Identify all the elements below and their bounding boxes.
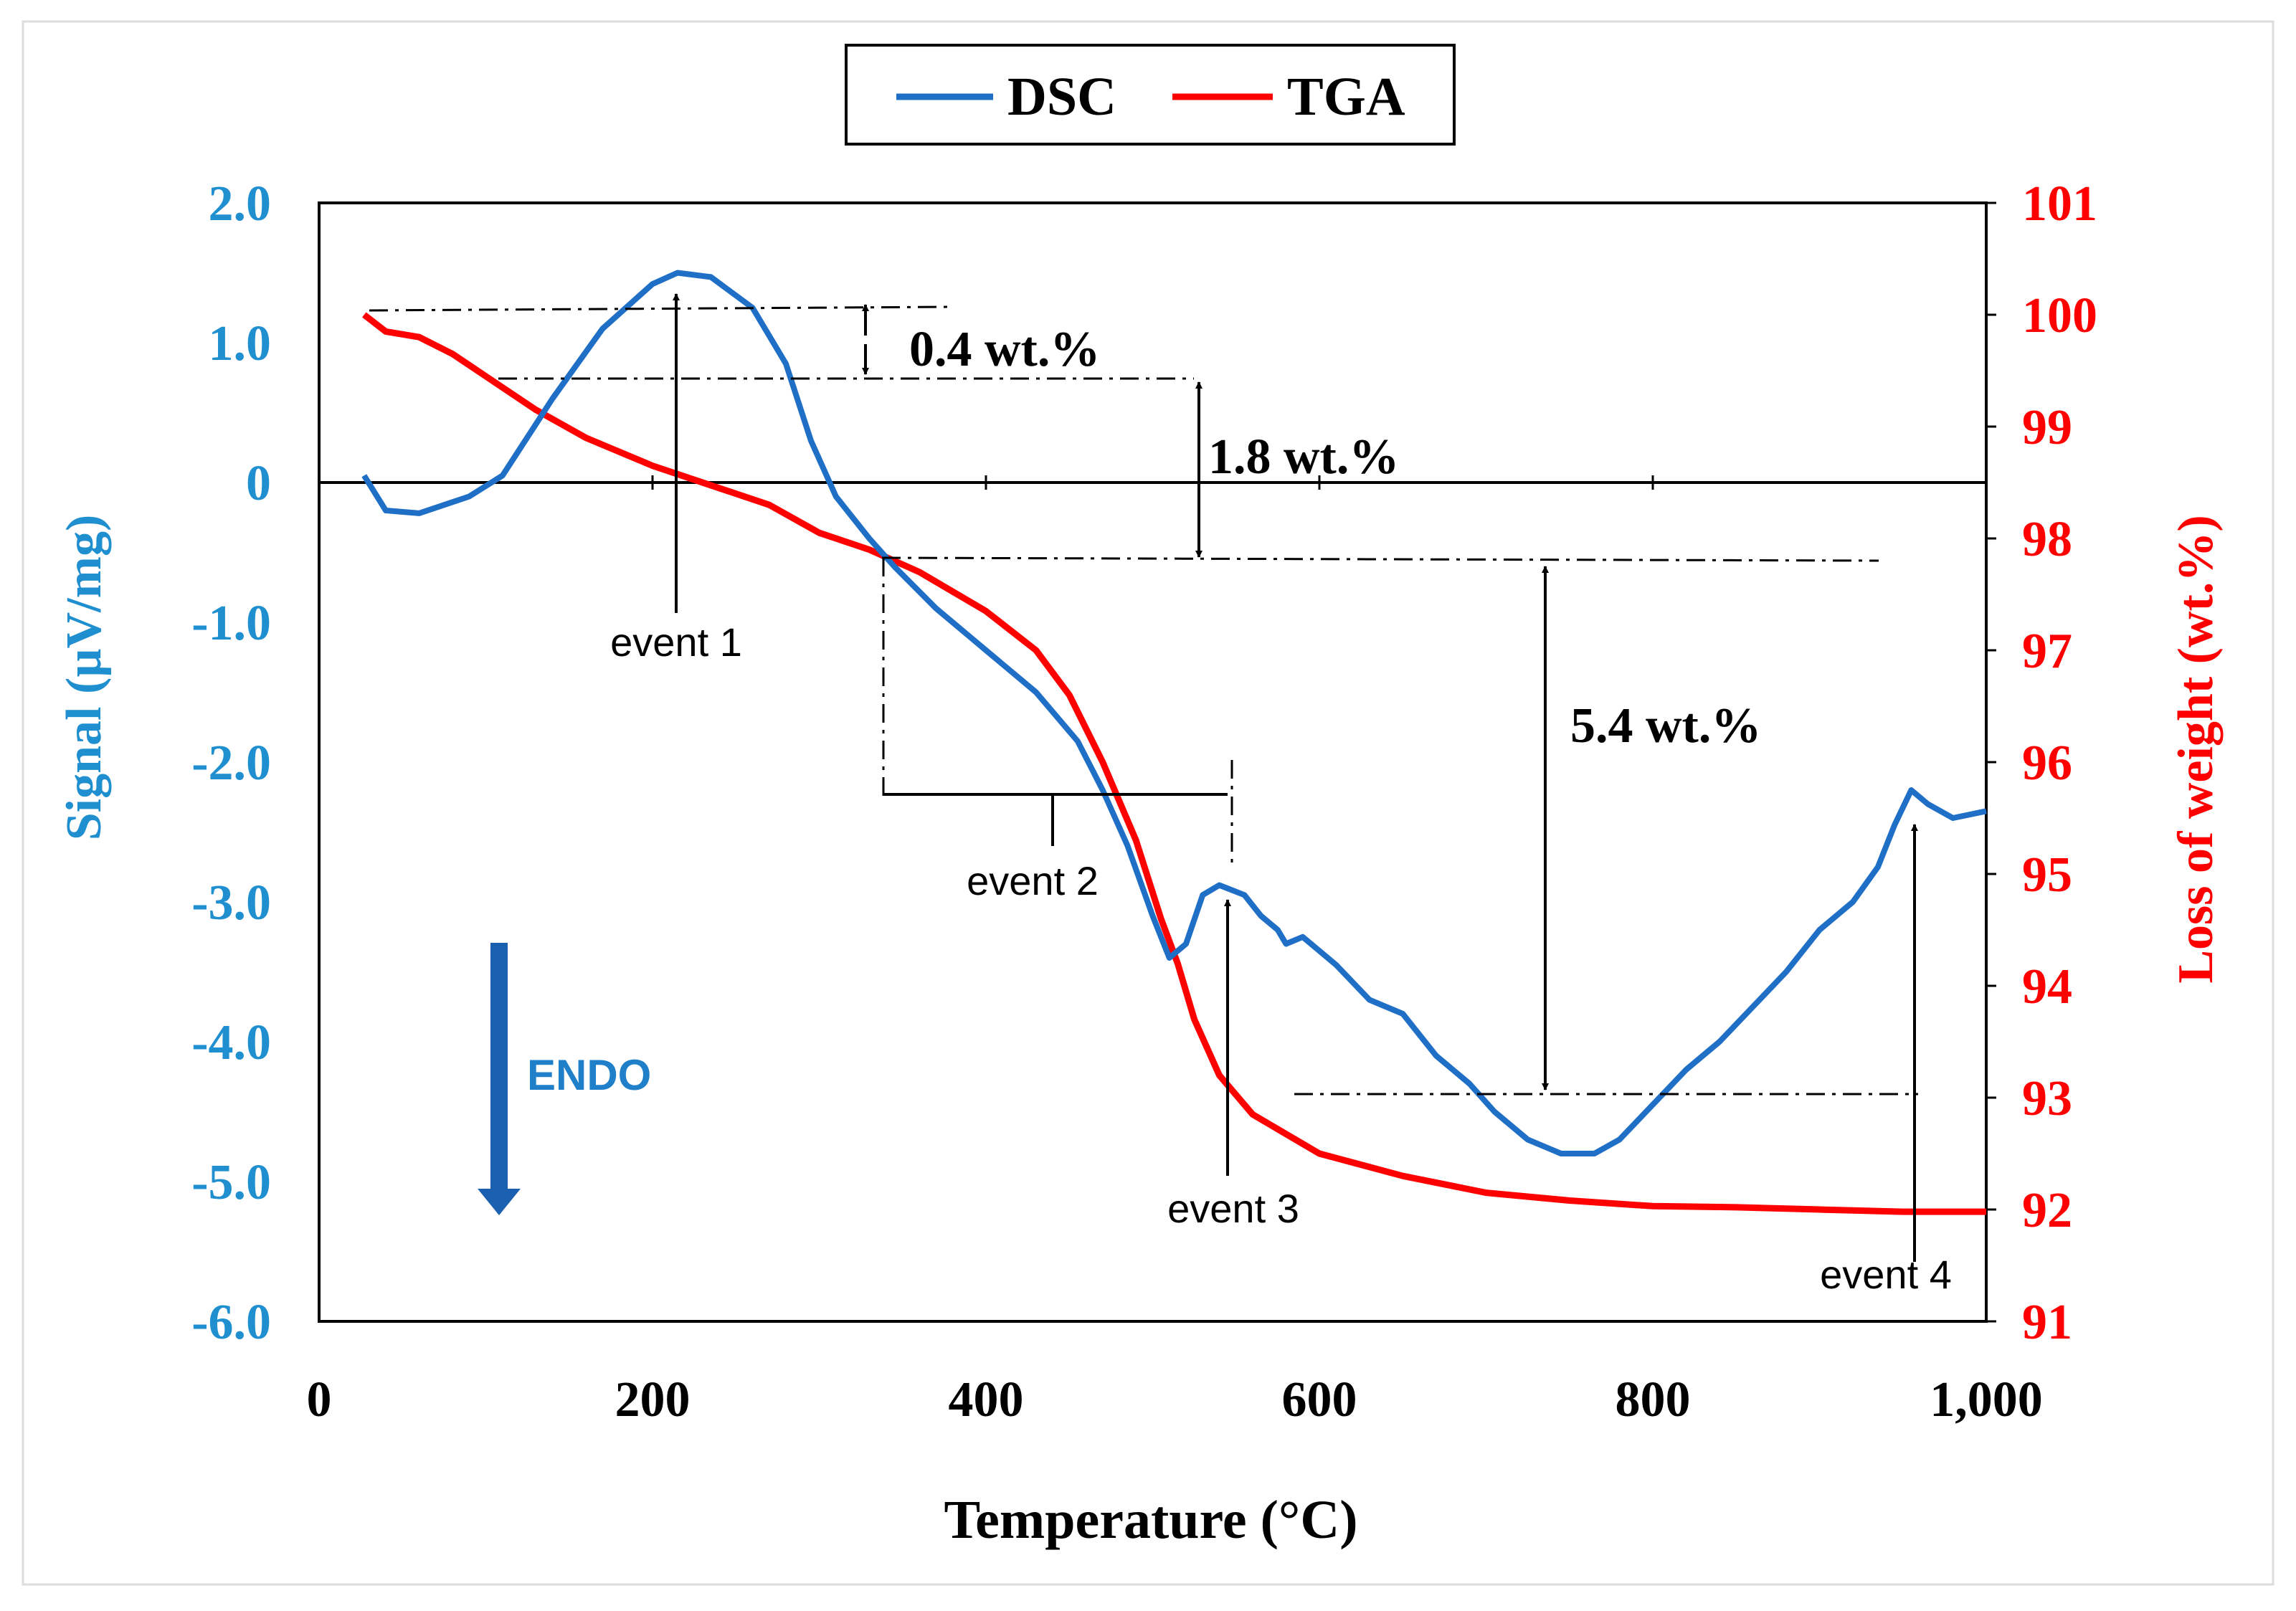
y-left-tick-label-2: 0 [246,456,271,511]
endo-arrow-shaft [490,943,508,1197]
y-right-tick-label-4: 97 [2022,624,2072,679]
loss-label-5-4: 5.4 wt.% [1570,698,1761,754]
x-tick-label-3: 600 [1282,1372,1357,1427]
y-right-tick-label-9: 92 [2022,1183,2072,1238]
y-right-tick-label-0: 101 [2022,176,2097,232]
y-left-axis-label: Signal (µV/mg) [57,515,112,841]
event-3-label: event 3 [1167,1186,1299,1231]
dsc-series-line [361,270,1987,1156]
y-left-tick-label-6: -4.0 [191,1015,271,1070]
legend: DSC TGA [845,44,1456,146]
annotation-arrows [673,293,1918,1262]
event-4-label: event 4 [1820,1252,1952,1297]
x-tick-label-4: 800 [1616,1372,1691,1427]
loss-label-1-8: 1.8 wt.% [1208,429,1399,485]
ref-line-100 [369,305,954,312]
x-axis-ticks: 0 200 400 600 800 1,000 [307,475,2043,1427]
y-left-tick-label-1: 1.0 [209,316,272,371]
event-1-label: event 1 [610,619,742,665]
y-right-tick-label-7: 94 [2022,959,2072,1014]
legend-dsc-label: DSC [1007,67,1116,127]
y-left-tick-label-7: -5.0 [191,1155,271,1210]
y-right-tick-label-3: 98 [2022,512,2072,567]
y-left-tick-label-3: -1.0 [191,596,271,651]
y-right-tick-label-6: 95 [2022,847,2072,903]
y-left-tick-label-8: -6.0 [191,1295,271,1350]
plot-area [318,201,1988,1323]
y-right-axis-ticks: 101 100 99 98 97 96 95 94 93 92 91 [1986,176,2097,1350]
y-right-tick-label-5: 96 [2022,736,2072,791]
y-left-axis-ticks: 2.0 1.0 0 -1.0 -2.0 -3.0 -4.0 -5.0 -6.0 [191,176,271,1350]
x-axis-label: Temperature (°C) [944,1490,1357,1550]
x-tick-label-2: 400 [949,1372,1024,1427]
legend-tga-label: TGA [1287,67,1405,127]
loss-label-0-4: 0.4 wt.% [909,322,1100,377]
ref-line-97-8 [881,556,1879,562]
endo-arrow-head [478,1189,521,1215]
y-right-tick-label-8: 93 [2022,1071,2072,1126]
x-tick-label-0: 0 [307,1372,332,1427]
event-2-label: event 2 [967,858,1099,903]
y-left-tick-label-5: -3.0 [191,875,271,931]
endo-label: ENDO [527,1051,651,1099]
y-left-tick-label-0: 2.0 [209,176,272,232]
y-right-tick-label-1: 100 [2022,288,2097,343]
y-right-tick-label-2: 99 [2022,400,2072,455]
y-right-tick-label-10: 91 [2022,1295,2072,1350]
x-tick-label-1: 200 [615,1372,691,1427]
y-left-tick-label-4: -2.0 [191,736,271,791]
y-right-axis-label: Loss of weight (wt.%) [2168,515,2224,983]
x-tick-label-5: 1,000 [1930,1372,2043,1427]
endo-indicator: ENDO [478,943,651,1215]
event2-bracket [883,793,1228,846]
reference-lines [369,305,1918,1096]
